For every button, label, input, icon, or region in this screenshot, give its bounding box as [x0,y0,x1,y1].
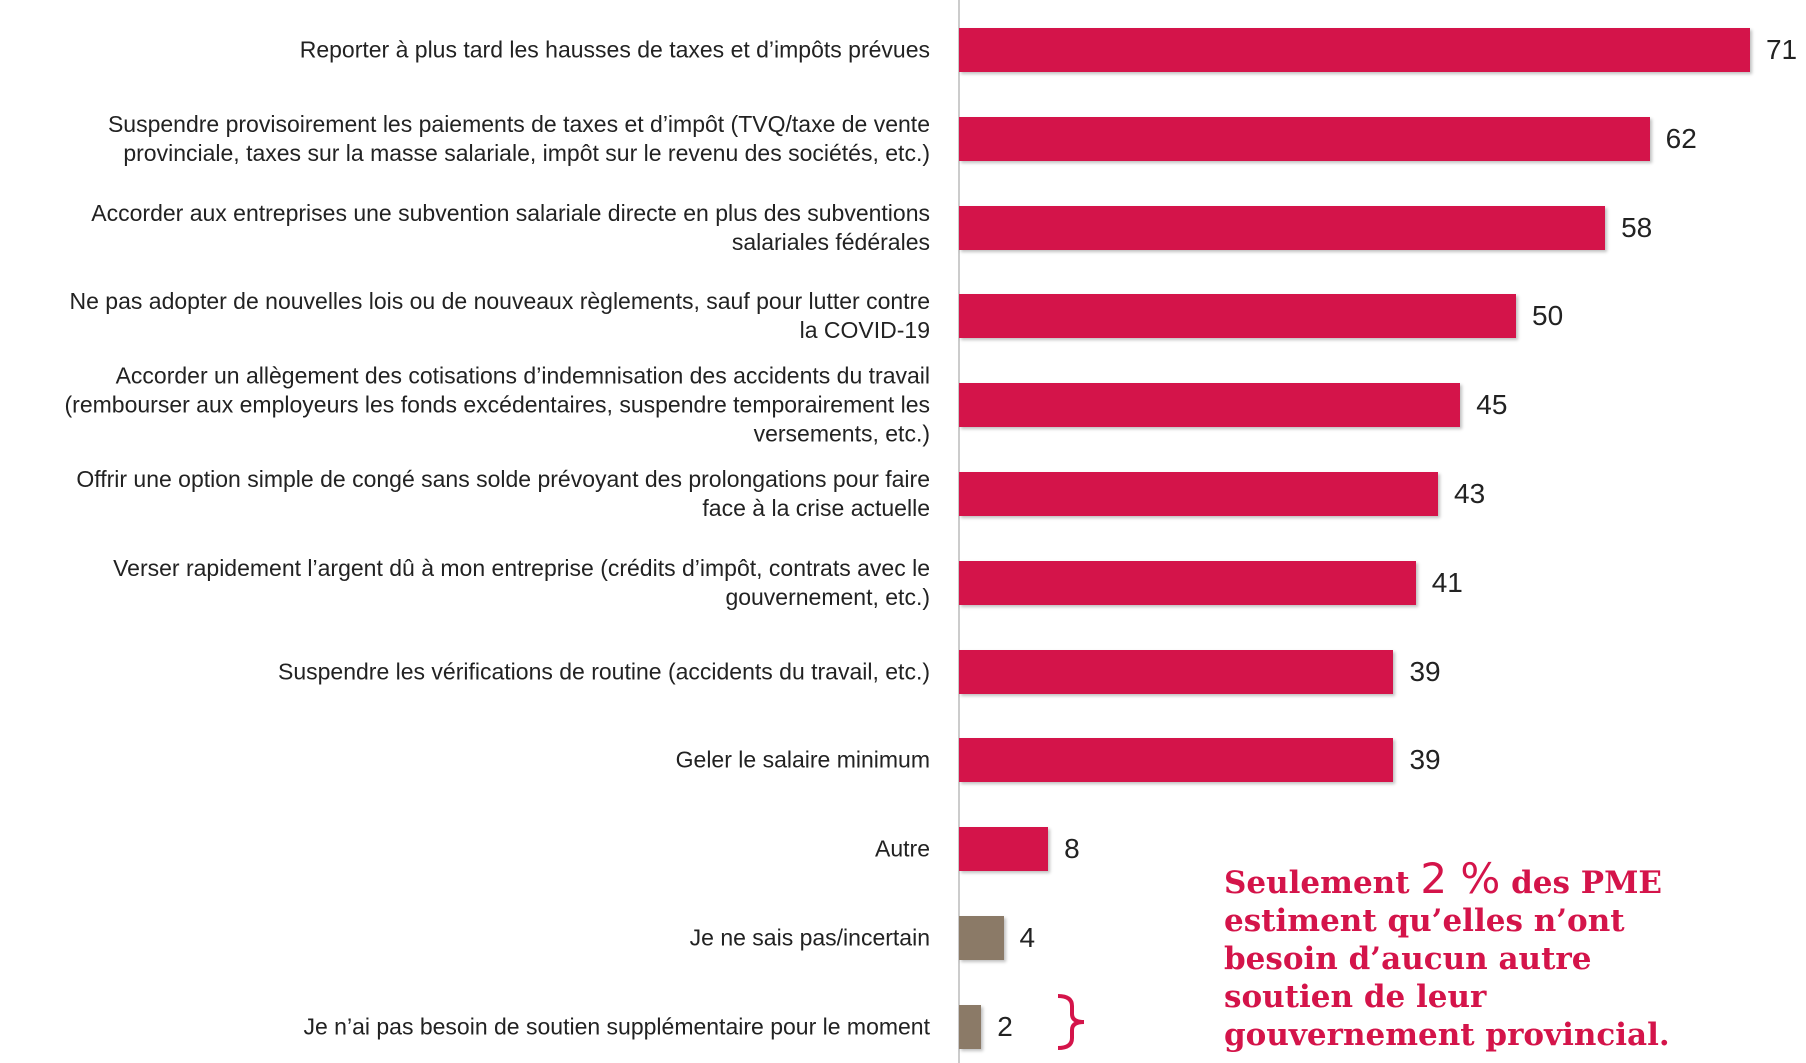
value-label: 39 [1409,744,1441,776]
bar [959,827,1049,872]
value-label: 4 [1019,922,1036,953]
value-label: 43 [1454,478,1486,509]
bar [959,294,1516,339]
value-label: 71 [1765,34,1798,65]
category-label: Suspendre les vérifications de routine (… [278,658,930,685]
category-label: Accorder un allègement des cotisations d… [64,362,930,447]
bar [959,649,1394,694]
bar [959,916,1004,960]
category-label: Verser rapidement l’argent dû à mon entr… [113,554,930,610]
annotation-highlight: 2 % [1420,854,1501,903]
annotation-text: Seulement [1224,865,1410,901]
value-label: 50 [1532,300,1564,332]
value-label: 39 [1409,655,1441,687]
category-label: Offrir une option simple de congé sans s… [76,466,930,521]
value-label: 41 [1431,566,1463,598]
bar [959,560,1416,605]
category-label: Suspendre provisoirement les paiements d… [107,110,930,166]
bar [959,1004,982,1049]
bar [959,738,1394,783]
bar [959,472,1439,516]
bar [959,383,1461,428]
bar [959,205,1606,250]
category-label: Je ne sais pas/incertain [689,924,930,951]
value-label: 8 [1064,833,1080,865]
category-label: Ne pas adopter de nouvelles lois ou de n… [69,288,930,344]
category-label: Geler le salaire minimum [675,746,930,773]
category-label: Je n’ai pas besoin de soutien supplément… [303,1013,931,1040]
category-label: Reporter à plus tard les hausses de taxe… [299,36,930,63]
value-label: 2 [997,1010,1013,1042]
value-label: 45 [1476,389,1508,421]
annotation: Seulement 2 % des PME estiment qu’elles … [1224,858,1670,1054]
annotation-text: des PME estiment qu’elles n’ont besoin d… [1224,865,1670,1053]
category-label: Autre [875,835,930,862]
category-label: Accorder aux entreprises une subvention … [91,199,930,255]
bar [959,28,1750,72]
axis-line [958,0,960,1063]
brace [1057,994,1085,1050]
bar [959,116,1650,161]
value-label: 58 [1621,211,1653,243]
value-label: 62 [1665,122,1697,154]
